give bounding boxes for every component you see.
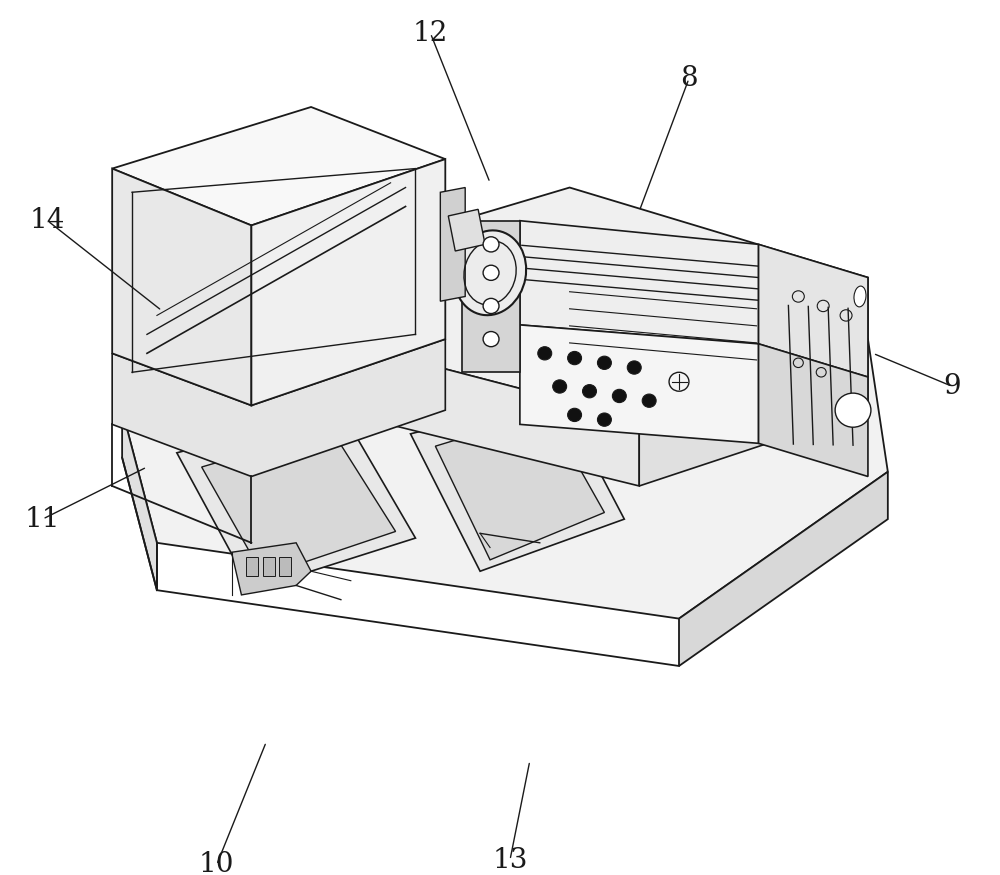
Polygon shape <box>520 220 759 344</box>
Polygon shape <box>331 187 868 420</box>
Circle shape <box>538 346 552 360</box>
Ellipse shape <box>854 286 866 307</box>
Polygon shape <box>122 259 888 619</box>
Circle shape <box>642 394 656 408</box>
Circle shape <box>483 332 499 346</box>
Polygon shape <box>232 542 311 595</box>
Polygon shape <box>202 429 396 576</box>
Text: 12: 12 <box>413 19 448 46</box>
Polygon shape <box>759 244 868 377</box>
Circle shape <box>483 237 499 252</box>
Polygon shape <box>639 344 868 486</box>
Polygon shape <box>331 340 639 486</box>
Polygon shape <box>122 410 157 590</box>
Text: 13: 13 <box>492 847 528 874</box>
Circle shape <box>568 409 582 422</box>
Polygon shape <box>679 472 888 666</box>
Text: 11: 11 <box>25 506 60 533</box>
Polygon shape <box>462 220 520 372</box>
Polygon shape <box>435 412 604 560</box>
Circle shape <box>627 360 641 374</box>
Text: 8: 8 <box>680 65 698 92</box>
Circle shape <box>612 389 626 402</box>
Circle shape <box>553 380 567 393</box>
Circle shape <box>583 385 596 398</box>
Bar <box>263 557 275 576</box>
Ellipse shape <box>454 230 526 315</box>
Text: 10: 10 <box>199 851 234 875</box>
Text: 14: 14 <box>30 207 65 235</box>
Polygon shape <box>251 159 445 405</box>
Polygon shape <box>411 396 624 571</box>
Polygon shape <box>112 340 445 477</box>
Polygon shape <box>112 169 251 405</box>
Bar <box>246 557 258 576</box>
Circle shape <box>483 298 499 313</box>
Circle shape <box>568 352 582 365</box>
Bar <box>279 557 291 576</box>
Polygon shape <box>112 107 445 226</box>
Polygon shape <box>759 344 868 477</box>
Circle shape <box>597 413 611 426</box>
Polygon shape <box>177 410 415 590</box>
Circle shape <box>597 356 611 369</box>
Circle shape <box>835 393 871 427</box>
Text: 9: 9 <box>944 373 961 400</box>
Circle shape <box>483 265 499 280</box>
Polygon shape <box>448 209 485 251</box>
Polygon shape <box>440 187 465 301</box>
Polygon shape <box>520 325 759 444</box>
